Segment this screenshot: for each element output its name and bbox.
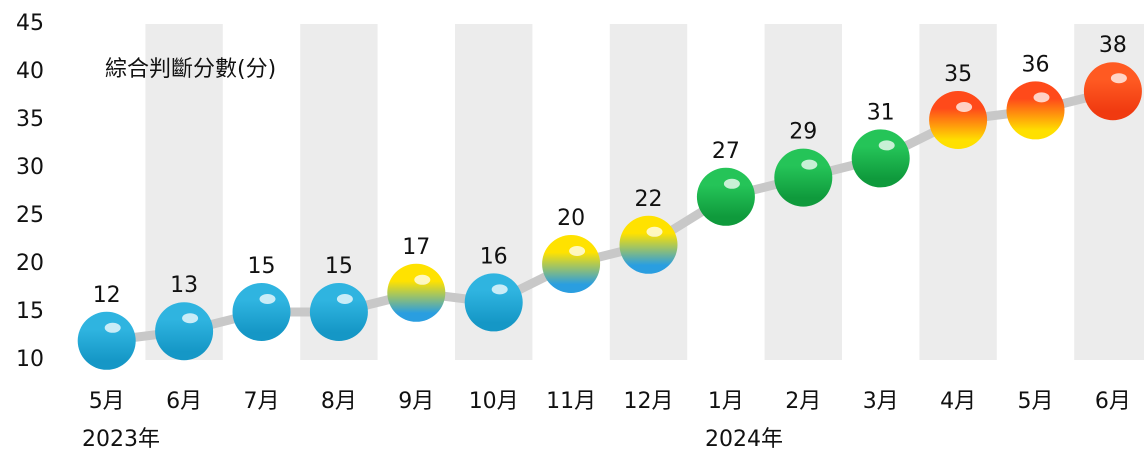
x-tick-label: 9月 <box>398 389 434 414</box>
point <box>387 263 446 322</box>
value-label: 12 <box>93 283 121 308</box>
value-label: 22 <box>635 187 663 212</box>
point <box>1083 62 1142 121</box>
point <box>619 215 678 274</box>
point <box>774 148 833 207</box>
x-tick-label: 12月 <box>624 389 674 414</box>
value-label: 13 <box>170 273 198 298</box>
point-highlight <box>259 294 276 304</box>
band <box>609 24 688 360</box>
y-tick-label: 40 <box>16 59 44 84</box>
point-highlight <box>182 313 199 324</box>
point <box>232 283 291 341</box>
y-tick-label: 30 <box>16 155 44 180</box>
value-label: 36 <box>1022 52 1050 77</box>
value-label: 16 <box>480 244 508 269</box>
point <box>309 283 368 341</box>
x-tick-label: 1月 <box>708 389 744 414</box>
y-tick-label: 10 <box>16 347 44 372</box>
value-label: 31 <box>867 100 895 125</box>
point-highlight <box>878 140 895 151</box>
point-highlight <box>801 159 818 170</box>
point-highlight <box>336 294 353 304</box>
point <box>1006 81 1065 140</box>
value-label: 35 <box>944 62 972 87</box>
point-highlight <box>956 102 973 112</box>
value-label: 29 <box>789 120 817 145</box>
point-highlight <box>1110 73 1127 84</box>
point-highlight <box>1033 92 1050 103</box>
y-tick-label: 35 <box>16 107 44 132</box>
x-tick-label: 8月 <box>321 389 357 414</box>
value-label: 38 <box>1099 33 1127 58</box>
x-tick-label: 10月 <box>469 389 519 414</box>
y-tick-label: 25 <box>16 203 44 228</box>
x-tick-label: 6月 <box>166 389 202 414</box>
x-tick-label: 7月 <box>244 389 280 414</box>
year-label: 2024年 <box>705 427 783 452</box>
value-label: 15 <box>325 254 353 279</box>
point-highlight <box>569 246 586 256</box>
x-tick-label: 4月 <box>940 389 976 414</box>
chart-title: 綜合判斷分數(分) <box>105 57 276 82</box>
point <box>851 129 910 188</box>
point <box>542 235 601 293</box>
y-tick-label: 45 <box>16 11 44 36</box>
value-label: 27 <box>712 139 740 164</box>
point-highlight <box>491 284 508 295</box>
point-highlight <box>723 178 740 189</box>
x-tick-label: 6月 <box>1095 389 1131 414</box>
value-label: 20 <box>557 206 585 231</box>
x-tick-label: 3月 <box>863 389 899 414</box>
x-tick-label: 5月 <box>1018 389 1054 414</box>
x-tick-label: 5月 <box>89 389 125 414</box>
year-label: 2023年 <box>82 427 160 452</box>
point <box>464 273 523 332</box>
value-label: 17 <box>402 235 430 260</box>
point <box>696 167 755 226</box>
value-label: 15 <box>248 254 276 279</box>
point <box>929 91 988 149</box>
point <box>77 311 136 370</box>
point-highlight <box>646 226 663 237</box>
x-tick-label: 2月 <box>785 389 821 414</box>
point <box>155 302 214 361</box>
y-tick-label: 20 <box>16 251 44 276</box>
x-tick-label: 11月 <box>546 389 596 414</box>
point-highlight <box>104 322 121 333</box>
band <box>919 24 997 360</box>
point-highlight <box>414 274 431 285</box>
y-tick-label: 15 <box>16 299 44 324</box>
